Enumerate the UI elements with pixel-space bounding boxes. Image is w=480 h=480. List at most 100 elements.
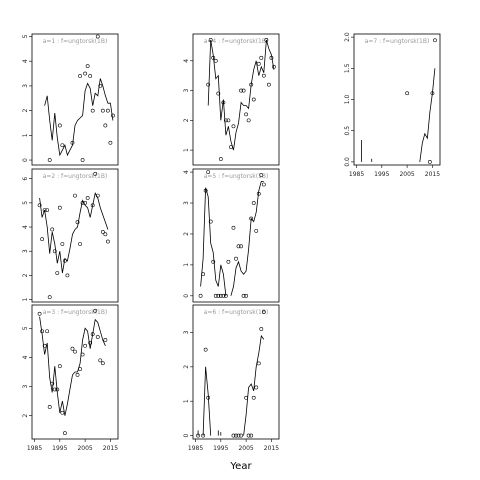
data-point	[433, 38, 437, 43]
data-point	[241, 88, 246, 93]
data-point	[259, 55, 264, 60]
y-tick-label: 0	[183, 294, 190, 298]
data-point	[78, 242, 82, 246]
data-point	[98, 358, 103, 363]
series-line	[243, 334, 265, 436]
data-point	[208, 38, 213, 42]
y-tick-label: 3	[22, 249, 29, 253]
data-point	[261, 182, 266, 187]
panel: a=3 : f=ungtorsk(1B) 2 3 4 5 1985 1995 2005 2015	[22, 304, 119, 452]
data-point	[201, 433, 206, 438]
data-point	[47, 295, 52, 300]
data-point	[108, 140, 113, 145]
data-point	[196, 433, 200, 438]
data-point	[47, 158, 52, 162]
data-point	[203, 347, 208, 352]
data-point	[198, 293, 203, 298]
y-tick-label: 3	[183, 330, 190, 334]
data-point	[231, 433, 236, 438]
data-point	[256, 61, 261, 66]
data-point	[226, 118, 231, 123]
x-tick-label: 1995	[374, 171, 389, 178]
x-tick-label: 2015	[264, 445, 279, 452]
data-point	[90, 332, 95, 337]
y-tick-label: 0	[22, 158, 29, 162]
data-point	[95, 193, 100, 198]
y-tick-label: 1	[183, 148, 190, 152]
x-tick-label: 1985	[188, 445, 203, 452]
data-point	[70, 346, 75, 351]
y-tick-label: 4	[22, 355, 29, 359]
data-point	[216, 91, 221, 96]
data-point	[249, 216, 254, 221]
data-point	[246, 433, 251, 438]
series-line	[202, 366, 212, 436]
data-point	[241, 293, 246, 298]
data-point	[75, 373, 80, 377]
data-point	[98, 84, 103, 88]
data-point	[80, 352, 85, 357]
data-point	[251, 97, 256, 102]
data-point	[236, 244, 241, 249]
data-point	[239, 433, 243, 438]
panel-frame	[31, 168, 119, 303]
data-point	[60, 143, 65, 148]
x-tick-label: 2005	[77, 445, 92, 452]
data-point	[254, 385, 259, 390]
data-point	[261, 309, 266, 314]
data-point	[201, 272, 206, 277]
y-tick-label: 4	[22, 59, 29, 63]
y-tick-label: 1.5	[344, 63, 351, 73]
panel-frame	[31, 33, 119, 166]
y-tick-label: 1	[22, 133, 29, 137]
series-line	[419, 68, 436, 162]
x-tick-label: 2005	[238, 445, 253, 452]
data-point	[78, 367, 82, 371]
x-tick-label: 1995	[52, 445, 67, 452]
data-point	[249, 433, 254, 438]
data-point	[231, 225, 236, 230]
panel-frame	[192, 33, 280, 166]
data-point	[80, 200, 85, 205]
y-tick-label: 2	[183, 365, 190, 369]
data-point	[93, 308, 98, 313]
data-point	[95, 335, 100, 339]
y-tick-label: 2	[22, 109, 29, 113]
data-point	[221, 100, 226, 105]
data-point	[47, 405, 52, 409]
series-line	[39, 192, 109, 274]
y-tick-label: 2.0	[344, 32, 351, 42]
data-point	[45, 208, 50, 213]
x-tick-label: 1995	[213, 445, 228, 452]
data-point	[269, 55, 274, 60]
panel-subtitle: a=3 : f=ungtorsk(1B)	[43, 309, 108, 316]
data-point	[213, 293, 218, 298]
data-point	[105, 239, 110, 244]
series-line	[200, 187, 227, 296]
panel: a=5 : f=ungtorsk(1B) 0 1 2 3 4	[183, 168, 280, 303]
series-line	[230, 180, 264, 296]
data-point	[55, 387, 60, 392]
x-tick-label: 2015	[425, 171, 440, 178]
data-point	[430, 91, 435, 96]
data-point	[206, 395, 211, 400]
data-point	[88, 340, 93, 345]
data-point	[272, 64, 276, 69]
data-point	[40, 237, 45, 242]
panel-subtitle: a=6 : f=ungtorsk(1B)	[204, 309, 269, 316]
data-point	[218, 293, 223, 298]
data-point	[427, 159, 432, 164]
data-point	[251, 395, 256, 400]
y-tick-label: 3	[183, 201, 190, 205]
y-tick-label: 5	[22, 201, 29, 205]
x-tick-label: 1985	[27, 445, 42, 452]
y-tick-label: 3	[183, 88, 190, 92]
data-point	[211, 55, 216, 60]
data-point	[95, 34, 100, 39]
data-point	[75, 220, 80, 225]
data-point	[37, 203, 42, 208]
data-point	[103, 123, 108, 128]
data-point	[42, 343, 47, 348]
panel: a=4 : f=ungtorsk(1B) 1 2 3 4	[183, 33, 280, 166]
